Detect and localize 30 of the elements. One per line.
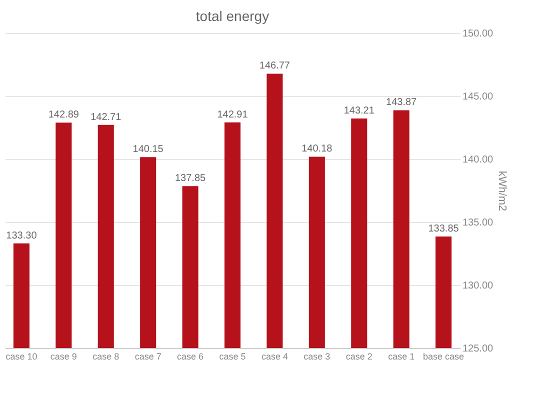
- data-label: 142.91: [217, 109, 248, 120]
- data-label: 143.87: [386, 97, 418, 108]
- x-tick-label: case 9: [50, 352, 77, 362]
- y2-tick-label: 145.00: [462, 92, 494, 102]
- y2-tick-label: 135.00: [462, 218, 494, 228]
- x-tick-label: case 1: [388, 352, 415, 362]
- y2-tick-label: 130.00: [462, 280, 494, 292]
- data-label: 133.85: [428, 223, 460, 234]
- data-label: 133.30: [6, 230, 38, 242]
- y2-tick-label: 140.00: [462, 154, 494, 166]
- x-tick-label: case 3: [304, 352, 330, 362]
- x-tick-label: base case: [423, 352, 464, 362]
- data-label: 143.21: [344, 106, 375, 117]
- data-label: 140.18: [302, 144, 333, 155]
- y2-tick-label: 150.00: [462, 28, 494, 40]
- data-label: 137.85: [174, 173, 206, 184]
- x-tick-label: case 6: [177, 352, 204, 362]
- x-tick-label: case 5: [219, 352, 246, 362]
- x-tick-label: case 7: [134, 352, 162, 362]
- data-label: 140.15: [132, 144, 164, 156]
- x-tick-label: case 8: [92, 352, 120, 362]
- data-label: 142.71: [90, 112, 122, 123]
- data-label: 146.77: [259, 60, 290, 72]
- y2-tick-label: 125.00: [462, 344, 494, 354]
- data-label: 142.89: [48, 110, 80, 121]
- x-tick-label: case 4: [261, 352, 288, 362]
- x-tick-label: case 2: [346, 352, 372, 362]
- y2-axis-title: kWh/m2: [496, 170, 508, 212]
- x-tick-label: case 10: [6, 352, 38, 362]
- chart-title: total energy: [196, 8, 270, 24]
